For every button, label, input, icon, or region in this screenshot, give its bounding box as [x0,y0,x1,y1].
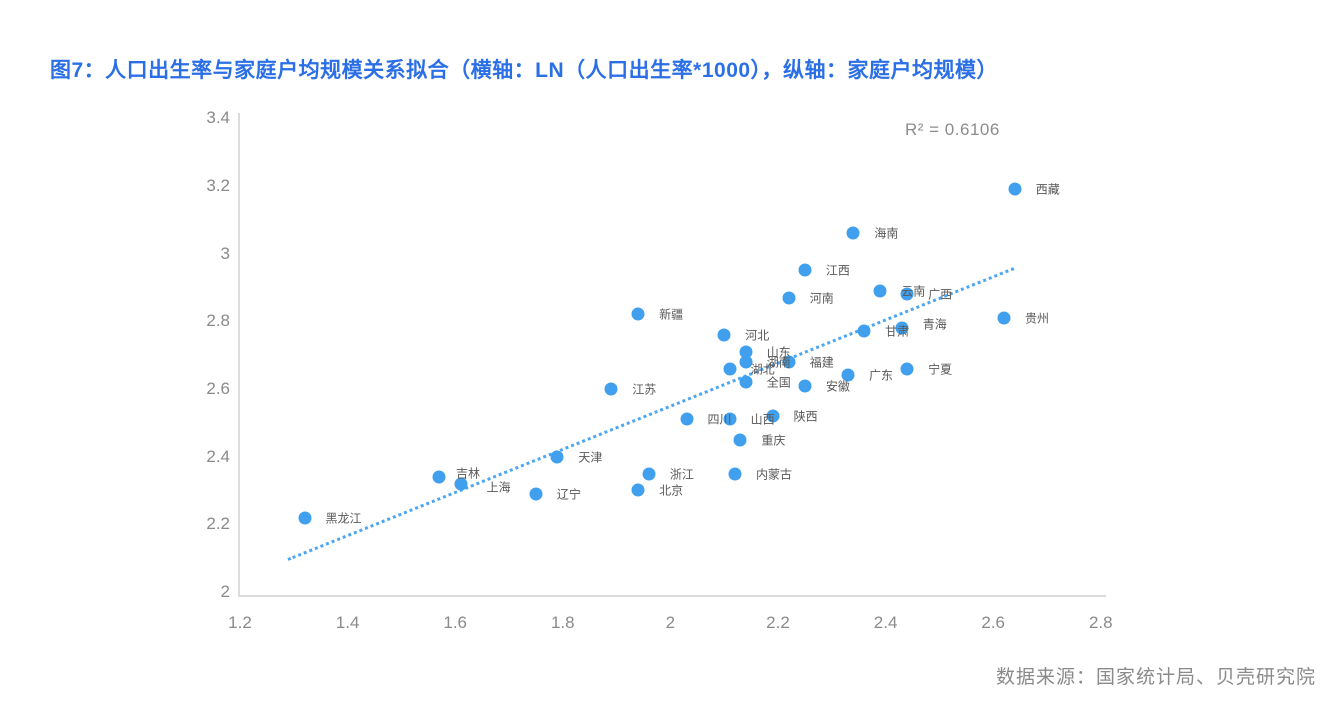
data-point-label: 吉林 [456,466,481,481]
data-point-label: 贵州 [1024,311,1049,326]
data-point [873,284,887,298]
data-point [604,382,618,396]
data-point-label: 四川 [707,412,732,427]
data-point-label: 西藏 [1035,182,1060,197]
data-point-label: 河北 [745,328,770,343]
data-point [550,450,564,464]
data-point [782,355,796,369]
data-point [631,483,645,497]
data-point-label: 青海 [922,317,947,332]
data-point-label: 湖北 [750,362,775,377]
data-point [454,477,468,491]
data-point [739,345,753,359]
y-tick-label: 2.4 [206,446,230,466]
data-point [846,226,860,240]
data-point-label: 安徽 [825,379,850,393]
data-point-label: 浙江 [669,467,694,482]
data-point-label: 河南 [809,291,834,305]
figure-title: 图7：人口出生率与家庭户均规模关系拟合（横轴：LN（人口出生率*1000），纵轴… [50,59,999,82]
trend-line [287,267,1016,562]
x-tick-label: 2.2 [766,613,790,632]
data-point [733,433,747,447]
data-point-label: 黑龙江 [325,511,362,526]
data-point [432,470,446,484]
x-tick-label: 2.4 [873,613,898,632]
data-point-label: 江西 [825,263,850,278]
data-point-label: 云南 [901,284,926,299]
data-point-label: 内蒙古 [755,467,792,482]
data-point [1008,182,1022,196]
data-point-label: 北京 [659,483,684,498]
y-tick-label: 2 [220,582,230,601]
data-point-label: 宁夏 [928,362,953,377]
data-point-label: 辽宁 [556,487,581,502]
data-point [642,467,656,481]
data-point-label: 天津 [578,450,603,465]
y-tick-label: 2.8 [206,311,230,331]
data-point-label: 山东 [766,345,791,360]
data-point-label: 湖南 [766,355,791,370]
data-point [900,287,914,301]
data-point-label: 甘肃 [885,324,910,339]
data-point [900,362,914,376]
data-point [298,511,312,525]
data-point-label: 广东 [868,368,893,383]
y-tick-label: 2.2 [206,514,230,534]
data-point [841,368,855,382]
data-point [723,412,737,426]
data-point [739,375,753,389]
y-tick-label: 3.4 [206,108,230,128]
data-point [739,355,753,369]
data-point [782,291,796,304]
y-tick-label: 3.2 [206,175,230,195]
data-point [766,409,780,423]
data-point-label: 山西 [750,412,775,427]
data-point [631,307,645,321]
data-point-label: 陕西 [793,409,818,424]
r-squared-annotation: R² = 0.6106 [905,120,1000,139]
data-point-label: 新疆 [659,307,684,322]
data-point-label: 福建 [809,355,834,370]
data-point [723,362,737,376]
data-point [798,263,812,277]
data-point-label: 广西 [928,287,953,302]
y-axis-line [238,113,240,595]
x-tick-label: 1.8 [550,613,575,632]
data-point [717,328,731,342]
data-point [798,379,812,392]
data-point [895,321,909,335]
x-tick-label: 1.6 [443,613,467,632]
data-point-label: 海南 [874,226,899,241]
x-axis-line [238,595,1106,597]
data-source-note: 数据来源：国家统计局、贝壳研究院 [995,667,1316,688]
y-tick-label: 2.6 [206,378,230,398]
data-point-label: 全国 [766,375,791,390]
data-point [680,412,694,426]
data-point [997,311,1011,325]
data-point [728,467,742,481]
x-tick-label: 2.8 [1088,613,1113,632]
x-tick-label: 1.2 [228,613,252,632]
x-tick-label: 2 [665,613,676,632]
data-point-label: 上海 [486,480,511,495]
y-tick-label: 3 [220,243,230,263]
data-point-label: 重庆 [761,433,786,448]
x-tick-label: 1.4 [335,613,360,632]
data-point [857,324,871,338]
data-point [529,487,543,501]
data-point-label: 江苏 [632,382,657,397]
x-tick-label: 2.6 [981,613,1005,632]
